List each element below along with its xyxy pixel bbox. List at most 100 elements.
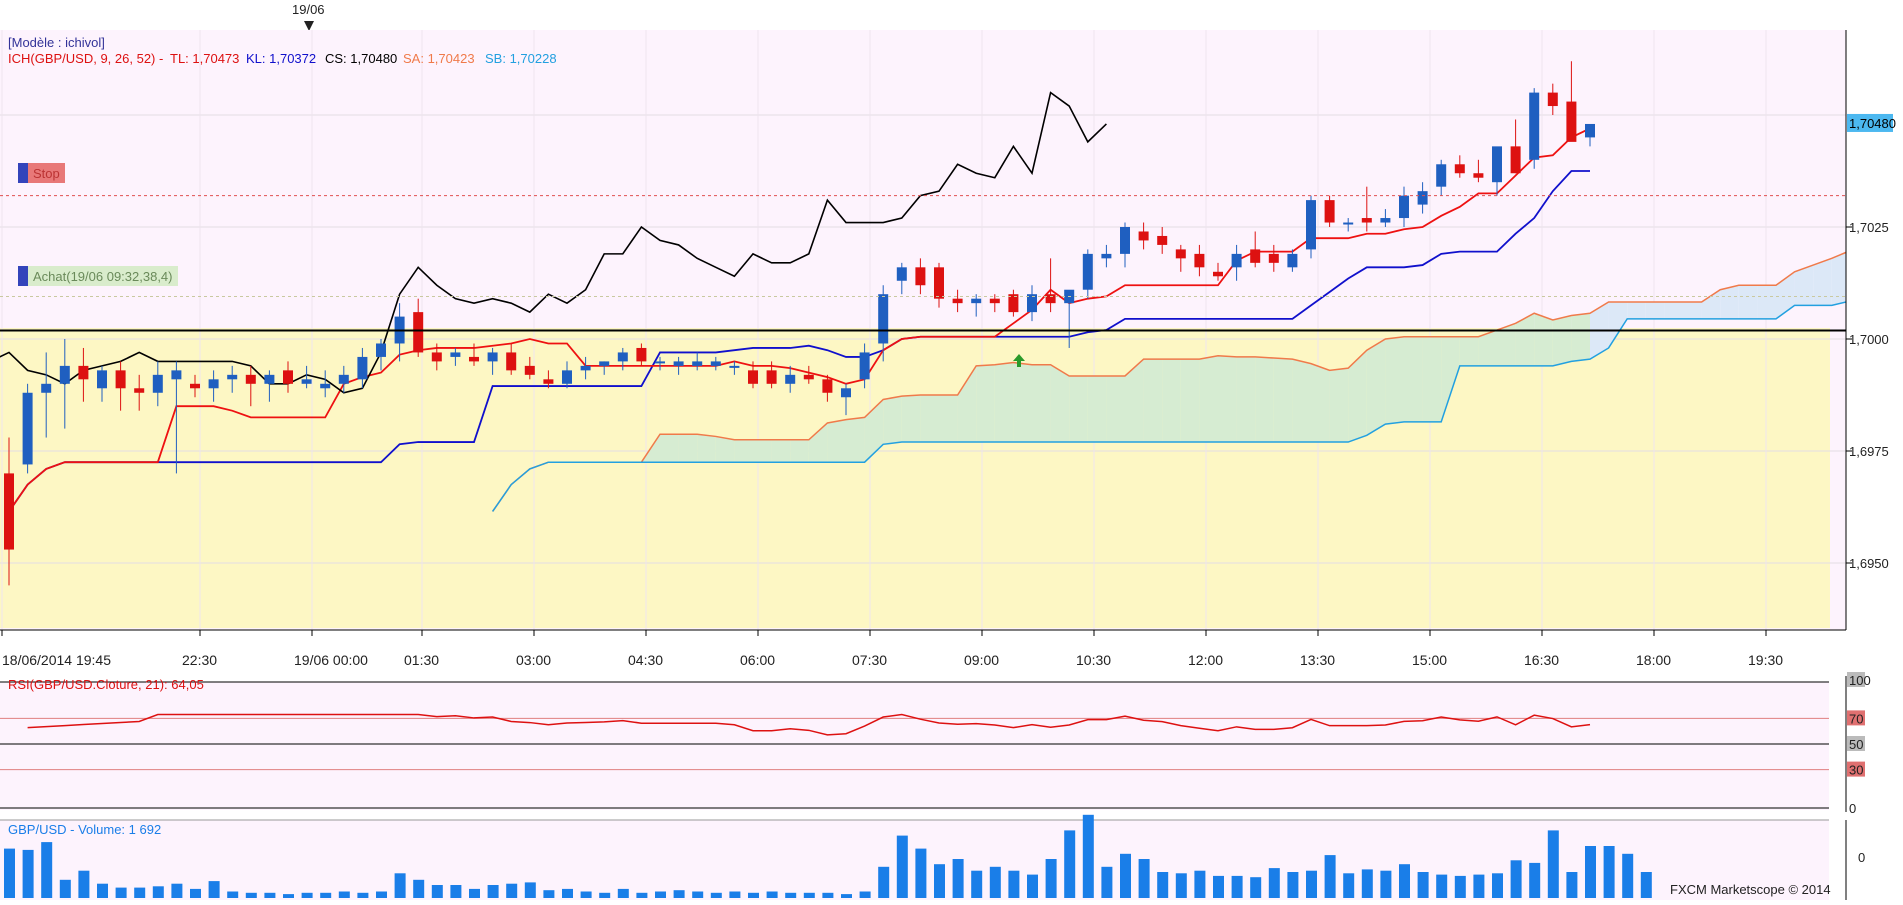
- candle[interactable]: [338, 365, 349, 393]
- candle[interactable]: [431, 343, 442, 371]
- candle[interactable]: [1492, 146, 1502, 196]
- candle[interactable]: [748, 361, 758, 389]
- candle[interactable]: [1380, 209, 1391, 227]
- candle[interactable]: [1231, 244, 1242, 281]
- candle[interactable]: [1287, 249, 1298, 272]
- candle[interactable]: [803, 365, 814, 384]
- candle[interactable]: [376, 339, 386, 371]
- candle[interactable]: [413, 298, 424, 357]
- achat-order-tag[interactable]: Achat(19/06 09:32,38,4): [18, 266, 178, 286]
- candle[interactable]: [1082, 249, 1093, 299]
- volume-bar: [1547, 830, 1559, 898]
- stop-tag-handle[interactable]: [18, 163, 28, 183]
- candle[interactable]: [785, 365, 796, 393]
- candle[interactable]: [524, 356, 535, 380]
- candle[interactable]: [1566, 61, 1577, 142]
- candle[interactable]: [1175, 244, 1186, 272]
- time-axis[interactable]: 18/06/2014 19:45 22:30 19/06 00:00 01:30 03:…: [1, 630, 1783, 668]
- candle[interactable]: [1045, 258, 1056, 313]
- stop-order-tag[interactable]: Stop: [18, 163, 65, 183]
- candle[interactable]: [1324, 195, 1335, 227]
- candle[interactable]: [1008, 289, 1019, 317]
- candle[interactable]: [469, 343, 479, 366]
- candle[interactable]: [971, 294, 982, 317]
- candle[interactable]: [506, 343, 517, 375]
- candle[interactable]: [22, 383, 33, 474]
- candle[interactable]: [915, 258, 926, 295]
- candle[interactable]: [1306, 195, 1316, 259]
- candle[interactable]: [1361, 186, 1372, 232]
- candle[interactable]: [692, 352, 703, 371]
- candle[interactable]: [580, 356, 591, 380]
- candle[interactable]: [1138, 222, 1149, 250]
- candle[interactable]: [264, 370, 275, 402]
- candle[interactable]: [487, 347, 498, 375]
- candle[interactable]: [766, 361, 777, 389]
- candle[interactable]: [952, 289, 963, 313]
- candle[interactable]: [134, 374, 145, 411]
- candle[interactable]: [4, 437, 14, 586]
- candle[interactable]: [841, 383, 851, 416]
- candle[interactable]: [1547, 83, 1558, 115]
- candle[interactable]: [543, 370, 554, 389]
- candle[interactable]: [1454, 155, 1465, 178]
- candle[interactable]: [729, 361, 740, 375]
- candle[interactable]: [97, 365, 107, 402]
- candle[interactable]: [357, 347, 368, 389]
- candle[interactable]: [41, 352, 52, 438]
- candle[interactable]: [1417, 182, 1428, 214]
- candle[interactable]: [655, 356, 665, 371]
- candle[interactable]: [1473, 159, 1484, 183]
- candle[interactable]: [78, 347, 89, 402]
- candle[interactable]: [1436, 159, 1447, 196]
- candle[interactable]: [1213, 262, 1223, 281]
- candle[interactable]: [822, 374, 833, 402]
- achat-tag-box[interactable]: [28, 266, 178, 286]
- price-axis[interactable]: 1,6950 1,6975 1,7000 1,7025: [1845, 30, 1889, 630]
- candle[interactable]: [283, 361, 293, 393]
- candle[interactable]: [59, 339, 70, 429]
- volume-bar: [1213, 875, 1224, 898]
- candle[interactable]: [710, 356, 721, 371]
- candle[interactable]: [636, 343, 647, 366]
- candle[interactable]: [115, 361, 126, 411]
- price-tick: 1,6975: [1849, 444, 1889, 459]
- candle[interactable]: [1585, 123, 1595, 147]
- candle[interactable]: [617, 347, 628, 371]
- candle[interactable]: [989, 294, 1000, 313]
- candle[interactable]: [152, 361, 163, 407]
- svg-text:ICH(GBP/USD, 9, 26, 52) -: ICH(GBP/USD, 9, 26, 52) - TL: 1,70473 KL…: [8, 51, 557, 66]
- candle[interactable]: [1157, 227, 1168, 254]
- candle[interactable]: [934, 262, 944, 308]
- candle[interactable]: [1399, 186, 1409, 227]
- volume-bar: [283, 894, 294, 898]
- candle[interactable]: [1529, 88, 1540, 169]
- time-tick: 01:30: [404, 652, 439, 668]
- candle[interactable]: [599, 361, 610, 375]
- candle[interactable]: [320, 370, 331, 398]
- stop-tag-box[interactable]: [28, 163, 65, 183]
- candle[interactable]: [562, 361, 572, 389]
- candle[interactable]: [896, 262, 907, 295]
- candle[interactable]: [450, 347, 461, 366]
- candle[interactable]: [190, 374, 200, 398]
- candle[interactable]: [673, 356, 684, 375]
- candle[interactable]: [1268, 244, 1279, 272]
- candle[interactable]: [1250, 231, 1261, 268]
- candle[interactable]: [208, 370, 219, 402]
- candle[interactable]: [1194, 244, 1205, 277]
- candle[interactable]: [1510, 119, 1521, 174]
- candle[interactable]: [245, 365, 256, 407]
- candle[interactable]: [227, 365, 238, 393]
- candle[interactable]: [878, 285, 889, 362]
- candles[interactable]: [4, 61, 1595, 586]
- candle[interactable]: [1101, 244, 1112, 268]
- candle[interactable]: [301, 365, 312, 389]
- candle[interactable]: [859, 343, 870, 389]
- candle[interactable]: [1343, 218, 1354, 232]
- candle[interactable]: [1027, 285, 1037, 322]
- achat-tag-handle[interactable]: [18, 266, 28, 286]
- candle[interactable]: [171, 361, 182, 474]
- candle[interactable]: [1120, 222, 1130, 268]
